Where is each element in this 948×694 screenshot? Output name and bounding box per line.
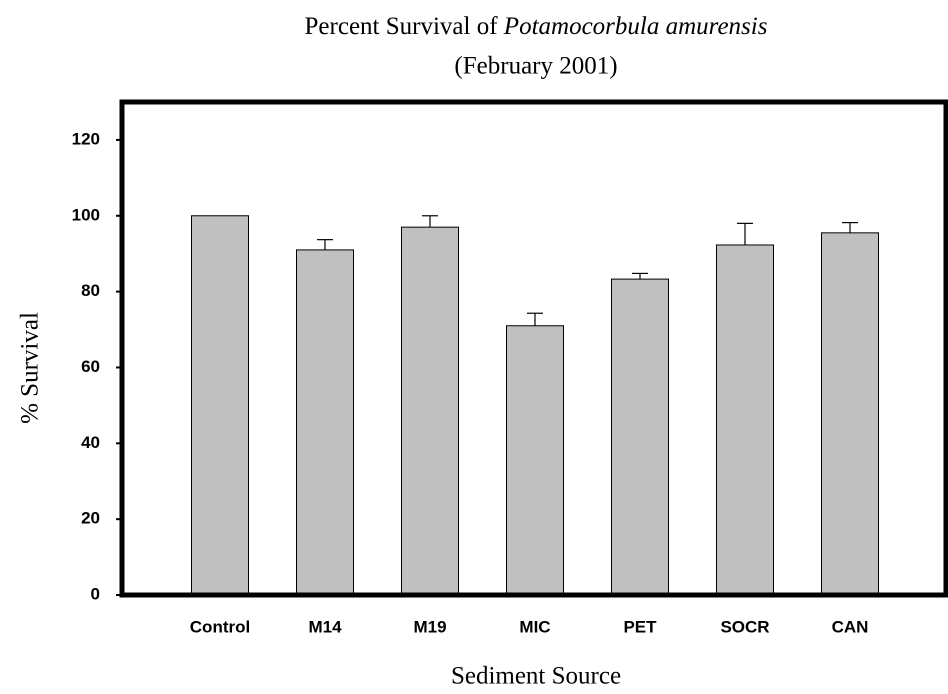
y-tick-label: 80 <box>81 281 100 300</box>
x-tick-label: PET <box>623 617 657 636</box>
bar <box>611 278 669 596</box>
error-bar <box>527 312 543 326</box>
bar <box>716 244 774 596</box>
y-tick-label: 0 <box>91 584 100 603</box>
chart-title: Percent Survival of Potamocorbula amuren… <box>305 13 768 40</box>
bar <box>296 249 354 596</box>
error-bar <box>317 239 333 250</box>
x-tick-label: Control <box>190 617 250 636</box>
title-text: Percent Survival of <box>305 13 499 40</box>
error-bar <box>422 215 438 228</box>
x-tick-label: MIC <box>519 617 550 636</box>
y-tick-label: 60 <box>81 357 100 376</box>
x-tick-label: M14 <box>308 617 342 636</box>
x-tick-label: SOCR <box>720 617 769 636</box>
y-tick-label: 20 <box>81 509 100 528</box>
plot-frame <box>119 99 948 598</box>
bar <box>401 226 459 596</box>
error-bar <box>632 272 648 280</box>
error-bar <box>842 221 858 233</box>
x-tick-label: CAN <box>832 617 869 636</box>
chart-subtitle: (February 2001) <box>454 53 617 80</box>
y-tick-label: 120 <box>72 129 100 148</box>
x-tick-label: M19 <box>413 617 446 636</box>
bar <box>191 215 249 596</box>
y-tick-label: 100 <box>72 205 100 224</box>
x-axis-label: Sediment Source <box>451 663 621 690</box>
bar <box>506 325 564 596</box>
title-species: Potamocorbula amurensis <box>503 13 768 40</box>
y-axis-label: % Survival <box>17 312 44 424</box>
y-tick-label: 40 <box>81 433 100 452</box>
error-bar <box>737 222 753 245</box>
bar <box>821 232 879 596</box>
